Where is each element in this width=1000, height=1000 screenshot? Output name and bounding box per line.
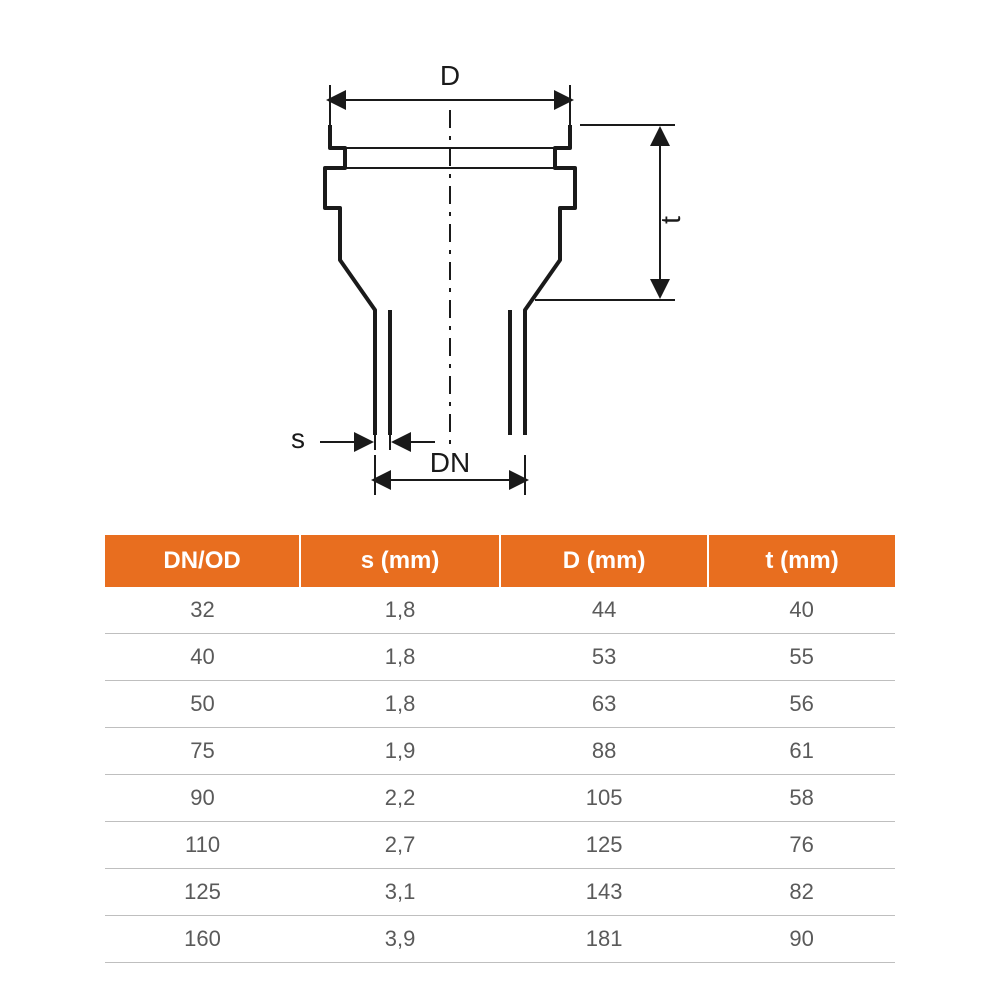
table-cell: 3,1: [300, 869, 500, 916]
table-cell: 125: [105, 869, 300, 916]
table-cell: 90: [708, 916, 895, 963]
spec-table-body: 321,84440401,85355501,86356751,98861902,…: [105, 587, 895, 963]
table-row: 902,210558: [105, 775, 895, 822]
table-cell: 110: [105, 822, 300, 869]
table-row: 1253,114382: [105, 869, 895, 916]
table-cell: 40: [708, 587, 895, 634]
table-cell: 63: [500, 681, 708, 728]
table-cell: 125: [500, 822, 708, 869]
label-DN: DN: [430, 447, 470, 478]
table-cell: 53: [500, 634, 708, 681]
table-row: 401,85355: [105, 634, 895, 681]
table-cell: 50: [105, 681, 300, 728]
spec-table: DN/ODs (mm)D (mm)t (mm) 321,84440401,853…: [105, 535, 895, 963]
table-cell: 3,9: [300, 916, 500, 963]
table-row: 321,84440: [105, 587, 895, 634]
table-cell: 1,8: [300, 587, 500, 634]
table-cell: 1,8: [300, 634, 500, 681]
table-cell: 32: [105, 587, 300, 634]
dimension-t: t: [535, 125, 686, 300]
table-cell: 61: [708, 728, 895, 775]
table-cell: 105: [500, 775, 708, 822]
label-D: D: [440, 60, 460, 91]
table-cell: 75: [105, 728, 300, 775]
table-row: 1102,712576: [105, 822, 895, 869]
pipe-fitting-diagram: D t: [200, 40, 800, 500]
dimension-DN: DN: [375, 447, 525, 495]
diagram-svg: D t: [200, 40, 800, 500]
label-t: t: [655, 216, 686, 224]
table-cell: 88: [500, 728, 708, 775]
table-row: 751,98861: [105, 728, 895, 775]
label-s: s: [291, 423, 305, 454]
table-cell: 90: [105, 775, 300, 822]
table-cell: 40: [105, 634, 300, 681]
table-cell: 160: [105, 916, 300, 963]
table-cell: 1,9: [300, 728, 500, 775]
table-header-cell: D (mm): [500, 535, 708, 587]
table-cell: 2,2: [300, 775, 500, 822]
table-header-cell: t (mm): [708, 535, 895, 587]
table-cell: 76: [708, 822, 895, 869]
spec-table-head: DN/ODs (mm)D (mm)t (mm): [105, 535, 895, 587]
table-row: 501,86356: [105, 681, 895, 728]
table-cell: 58: [708, 775, 895, 822]
table-cell: 1,8: [300, 681, 500, 728]
dimension-s: s: [291, 423, 435, 454]
table-row: 1603,918190: [105, 916, 895, 963]
table-cell: 2,7: [300, 822, 500, 869]
table-cell: 143: [500, 869, 708, 916]
table-cell: 44: [500, 587, 708, 634]
table-header-cell: s (mm): [300, 535, 500, 587]
table-cell: 55: [708, 634, 895, 681]
table-header-cell: DN/OD: [105, 535, 300, 587]
table-cell: 56: [708, 681, 895, 728]
table-cell: 181: [500, 916, 708, 963]
table-cell: 82: [708, 869, 895, 916]
